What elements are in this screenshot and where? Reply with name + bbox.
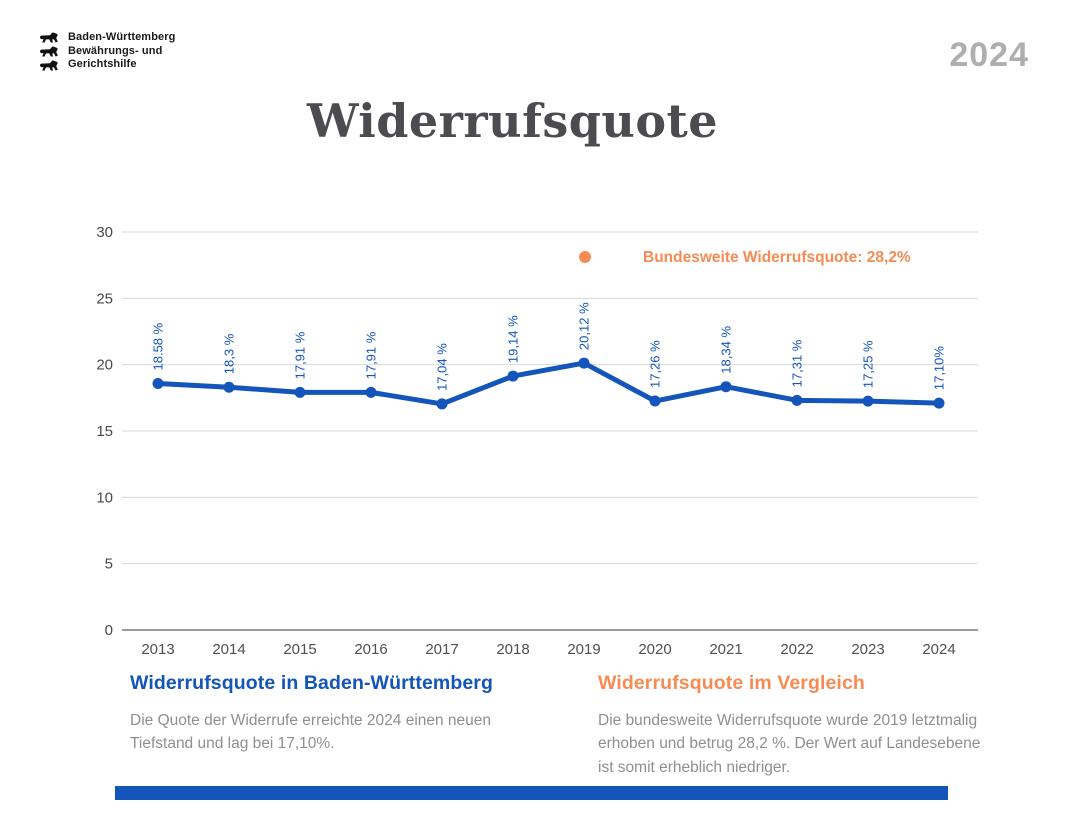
data-point-label: 20,12 % [577, 302, 592, 350]
data-point [436, 398, 448, 410]
section-body-vergleich: Die bundesweite Widerrufsquote wurde 201… [598, 712, 981, 776]
data-point [223, 381, 235, 393]
org-name-line3: Gerichtshilfe [68, 58, 137, 71]
x-tick-label: 2020 [638, 641, 671, 658]
data-point-label: 19,14 % [506, 315, 521, 363]
data-point-label: 17,91 % [293, 331, 308, 379]
chart-area: 0 5 10 15 20 25 30 2013 2014 2015 2016 2017 2018 2019… [85, 215, 995, 680]
section-baden-wuerttemberg: Widerrufsquote in Baden-Württemberg Die … [130, 672, 550, 756]
x-tick-label: 2018 [496, 641, 529, 658]
coat-of-arms-lions-icon [38, 31, 60, 72]
data-point [933, 397, 945, 409]
line-chart: 0 5 10 15 20 25 30 2013 2014 2015 2016 2017 2018 2019… [96, 224, 978, 658]
section-body-bw: Die Quote der Widerrufe erreichte 2024 e… [130, 712, 492, 753]
x-tick-label: 2021 [709, 641, 742, 658]
y-tick-label: 0 [105, 622, 113, 639]
org-name-line1: Baden-Württemberg [68, 31, 176, 44]
data-point [507, 370, 519, 382]
page-title: Widerrufsquote [306, 94, 719, 148]
year-badge: 2024 [949, 36, 1029, 74]
x-tick-label: 2023 [851, 641, 884, 658]
data-point-label: 17,04 % [435, 343, 450, 391]
legend-label: Bundesweite Widerrufsquote: 28,2% [643, 249, 911, 266]
footer-accent-bar [115, 786, 948, 800]
y-tick-label: 5 [105, 556, 113, 573]
data-point-label: 17,10% [932, 346, 947, 391]
data-point-label: 18,34 % [719, 326, 734, 374]
data-point-label: 17,25 % [861, 340, 876, 388]
x-tick-label: 2016 [354, 641, 387, 658]
x-tick-label: 2024 [922, 641, 955, 658]
section-heading-vergleich: Widerrufsquote im Vergleich [598, 672, 865, 694]
y-tick-label: 30 [96, 224, 113, 241]
x-tick-label: 2019 [567, 641, 600, 658]
data-point-label: 18.58 % [151, 322, 166, 370]
y-tick-label: 10 [96, 489, 113, 506]
x-tick-label: 2013 [141, 641, 174, 658]
data-point [791, 394, 803, 406]
data-point [152, 378, 164, 390]
data-point-label: 17,31 % [790, 339, 805, 387]
x-tick-label: 2014 [212, 641, 245, 658]
data-point-label: 17,91 % [364, 331, 379, 379]
y-tick-label: 15 [96, 423, 113, 440]
x-tick-label: 2022 [780, 641, 813, 658]
data-point [578, 357, 590, 369]
org-logo: Baden-Württemberg Bewährungs- und Gerich… [38, 31, 175, 72]
trend-line [155, 360, 942, 407]
org-name: Baden-Württemberg Bewährungs- und Gerich… [68, 31, 175, 72]
x-tick-label: 2015 [283, 641, 316, 658]
org-name-line2: Bewährungs- und [68, 44, 163, 57]
data-point [365, 386, 377, 398]
data-point [862, 395, 874, 407]
y-tick-label: 20 [96, 357, 113, 374]
section-heading-bw: Widerrufsquote in Baden-Württemberg [130, 672, 493, 694]
data-point [649, 395, 661, 407]
data-point [720, 381, 732, 393]
data-point [294, 386, 306, 398]
x-tick-label: 2017 [425, 641, 458, 658]
section-vergleich: Widerrufsquote im Vergleich Die bundeswe… [598, 672, 993, 779]
legend-dot-icon [579, 251, 591, 263]
y-tick-label: 25 [96, 290, 113, 307]
data-point-label: 17,26 % [648, 340, 663, 388]
data-point-label: 18,3 % [222, 333, 237, 374]
